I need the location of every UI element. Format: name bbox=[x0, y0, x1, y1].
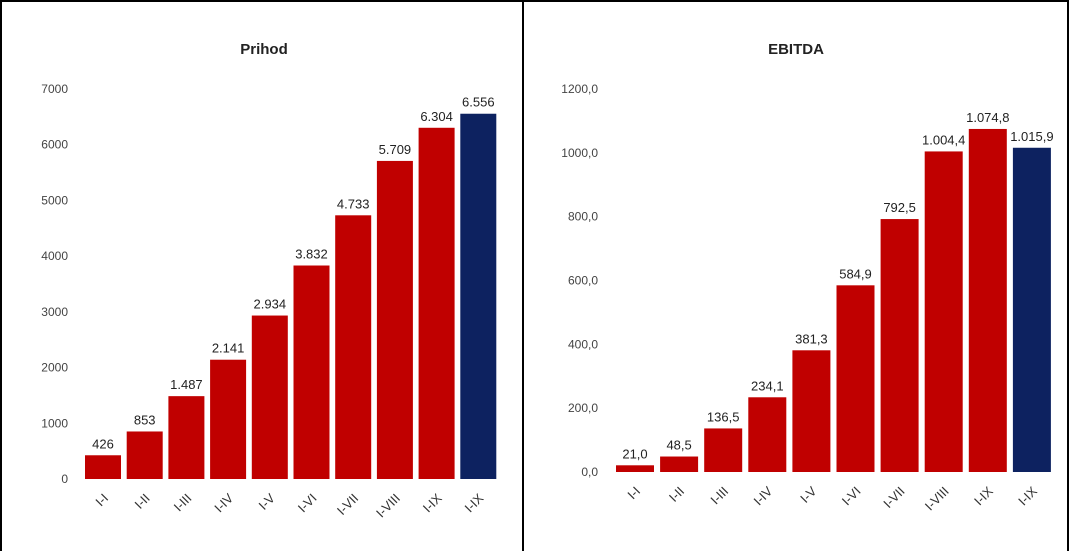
bar-i-ix-10 bbox=[460, 113, 497, 479]
x-tick-label: I-IV bbox=[211, 490, 236, 515]
y-tick-label: 1000 bbox=[41, 416, 68, 430]
y-tick-label: 400,0 bbox=[568, 337, 598, 351]
prihod-chart: Prihod 0 1000 2000 3000 4000 5000 6000 7000 426… bbox=[41, 41, 497, 521]
data-label: 234,1 bbox=[751, 378, 784, 393]
bar-i-iv-4 bbox=[210, 359, 247, 479]
data-label: 48,5 bbox=[666, 438, 691, 453]
y-tick-label: 0 bbox=[61, 472, 68, 486]
ebitda-chart-panel: EBITDA 0,0 200,0 400,0 600,0 800,0 1000,0 1200… bbox=[524, 0, 1069, 551]
y-tick-label: 1200,0 bbox=[561, 82, 598, 96]
x-tick-label: I-VI bbox=[295, 491, 320, 516]
bar-i-ix-10 bbox=[1012, 147, 1051, 472]
data-label: 1.074,8 bbox=[966, 110, 1009, 125]
x-tick-label: I-I bbox=[624, 484, 643, 503]
x-tick-label: I-III bbox=[707, 484, 731, 508]
bar-i-viii-8 bbox=[924, 151, 963, 472]
y-axis: 0,0 200,0 400,0 600,0 800,0 1000,0 1200,0 bbox=[561, 82, 598, 479]
y-tick-label: 800,0 bbox=[568, 210, 598, 224]
chart-title: EBITDA bbox=[768, 41, 824, 58]
y-tick-label: 6000 bbox=[41, 138, 68, 152]
bar-i-ii-2 bbox=[126, 431, 163, 479]
x-tick-label: I-II bbox=[131, 491, 152, 512]
data-label: 2.141 bbox=[212, 341, 245, 356]
bar-i-i-1 bbox=[85, 455, 121, 479]
y-axis: 0 1000 2000 3000 4000 5000 6000 7000 bbox=[41, 82, 68, 486]
x-tick-label: I-II bbox=[666, 484, 687, 505]
prihod-chart-panel: Prihod 0 1000 2000 3000 4000 5000 6000 7000 426… bbox=[0, 0, 524, 551]
x-tick-label: I-III bbox=[171, 491, 195, 515]
y-tick-label: 4000 bbox=[41, 249, 68, 263]
x-tick-label: I-I bbox=[92, 491, 111, 510]
x-tick-label: I-VIII bbox=[922, 484, 952, 514]
data-label: 21,0 bbox=[622, 446, 647, 461]
x-axis: I-I I-II I-III I-IV I-V I-VI I-VII I-VIII I-IX I-… bbox=[624, 483, 1040, 513]
y-tick-label: 3000 bbox=[41, 305, 68, 319]
data-label: 6.304 bbox=[420, 109, 453, 124]
data-label: 2.934 bbox=[254, 297, 287, 312]
x-tick-label: I-IX bbox=[420, 490, 445, 515]
data-labels: 21,0 48,5 136,5 234,1 381,3 584,9 792,5 1.004,4… bbox=[622, 110, 1053, 461]
x-tick-label: I-VIII bbox=[373, 491, 403, 521]
y-tick-label: 0,0 bbox=[581, 465, 598, 479]
y-tick-label: 5000 bbox=[41, 193, 68, 207]
bar-i-ix-9 bbox=[968, 128, 1007, 472]
bar-i-vii-7 bbox=[335, 215, 372, 479]
bar-i-vi-6 bbox=[836, 285, 875, 472]
bar-i-iii-3 bbox=[168, 396, 205, 479]
bar-i-viii-8 bbox=[376, 160, 413, 480]
bar-i-vi-6 bbox=[293, 265, 330, 479]
y-tick-label: 600,0 bbox=[568, 274, 598, 288]
x-tick-label: I-IX bbox=[462, 490, 487, 515]
bar-i-v-5 bbox=[251, 315, 288, 479]
data-label: 792,5 bbox=[883, 200, 916, 215]
bar-i-iv-4 bbox=[748, 397, 787, 472]
ebitda-chart: EBITDA 0,0 200,0 400,0 600,0 800,0 1000,0 1200… bbox=[561, 41, 1053, 514]
bar-i-ix-9 bbox=[418, 127, 455, 479]
data-label: 4.733 bbox=[337, 196, 370, 211]
x-axis: I-I I-II I-III I-IV I-V I-VI I-VII I-VIII I-IX I-… bbox=[92, 490, 486, 520]
x-tick-label: I-IV bbox=[751, 483, 776, 508]
bar-i-ii-2 bbox=[660, 456, 699, 472]
data-label: 1.487 bbox=[170, 377, 203, 392]
x-tick-label: I-VI bbox=[839, 484, 864, 509]
data-label: 381,3 bbox=[795, 331, 828, 346]
data-label: 5.709 bbox=[379, 142, 412, 157]
y-tick-label: 1000,0 bbox=[561, 146, 598, 160]
data-label: 136,5 bbox=[707, 409, 740, 424]
x-tick-label: I-VII bbox=[880, 484, 907, 511]
bar-i-iii-3 bbox=[704, 428, 743, 472]
y-tick-label: 2000 bbox=[41, 361, 68, 375]
x-tick-label: I-IX bbox=[1015, 483, 1040, 508]
data-labels: 426 853 1.487 2.141 2.934 3.832 4.733 5.709 6.30… bbox=[92, 95, 494, 452]
data-label: 1.015,9 bbox=[1010, 129, 1053, 144]
x-tick-label: I-V bbox=[797, 483, 820, 506]
bar-i-vii-7 bbox=[880, 219, 919, 472]
bars bbox=[616, 128, 1051, 472]
x-tick-label: I-VII bbox=[334, 491, 361, 518]
chart-title: Prihod bbox=[240, 41, 288, 58]
bar-i-v-5 bbox=[792, 350, 831, 472]
data-label: 853 bbox=[134, 412, 156, 427]
y-tick-label: 200,0 bbox=[568, 401, 598, 415]
data-label: 1.004,4 bbox=[922, 132, 965, 147]
x-tick-label: I-V bbox=[256, 490, 279, 513]
data-label: 3.832 bbox=[295, 247, 328, 262]
data-label: 584,9 bbox=[839, 266, 872, 281]
data-label: 6.556 bbox=[462, 95, 495, 110]
data-label: 426 bbox=[92, 436, 114, 451]
y-tick-label: 7000 bbox=[41, 82, 68, 96]
bars bbox=[85, 113, 497, 480]
x-tick-label: I-IX bbox=[971, 483, 996, 508]
bar-i-i-1 bbox=[616, 465, 654, 472]
